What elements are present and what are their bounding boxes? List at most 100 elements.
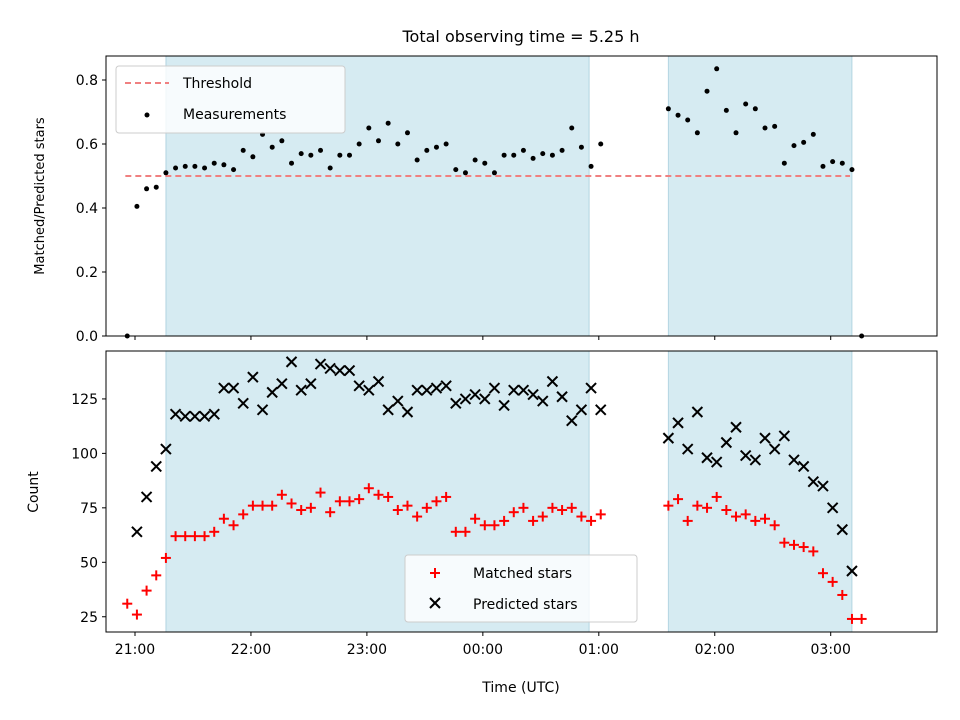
matched-star-point	[721, 505, 732, 516]
measurement-point	[685, 117, 691, 123]
matched-star-point	[837, 589, 848, 600]
matched-star-point	[296, 505, 307, 516]
measurement-point	[801, 139, 807, 145]
predicted-star-point	[768, 443, 781, 455]
matched-star-point	[711, 491, 722, 502]
predicted-star-point	[517, 384, 530, 396]
predicted-star-point	[450, 397, 462, 409]
matched-star-point	[334, 496, 345, 507]
y-tick-label: 0.4	[76, 201, 98, 217]
predicted-star-point	[353, 380, 365, 392]
measurement-point	[163, 170, 169, 176]
predicted-star-point	[237, 397, 249, 409]
predicted-star-point	[459, 393, 472, 405]
predicted-star-point	[701, 452, 713, 464]
top-legend-box	[115, 65, 346, 134]
predicted-star-point	[691, 406, 704, 418]
matched-star-point	[750, 515, 761, 526]
predicted-star-point	[305, 377, 317, 390]
predicted-star-point	[208, 408, 220, 420]
predicted-star-point	[778, 430, 791, 442]
predicted-star-point	[324, 362, 336, 375]
measurement-point	[472, 157, 478, 163]
predicted-star-point	[469, 388, 481, 401]
measurement-point	[491, 170, 497, 176]
predicted-star-point	[662, 432, 675, 444]
matched-star-point	[305, 502, 316, 513]
matched-star-point	[518, 502, 529, 513]
y-tick-label: 0.0	[76, 329, 98, 345]
measurement-point	[520, 147, 526, 153]
predicted-star-point	[247, 371, 259, 383]
predicted-star-point	[585, 382, 597, 394]
predicted-star-point	[710, 456, 723, 468]
measurement-point	[830, 159, 836, 165]
measurement-point	[327, 165, 333, 171]
matched-star-point	[325, 507, 336, 518]
predicted-star-point	[189, 410, 201, 423]
measurement-point	[298, 151, 304, 157]
matched-star-point	[682, 515, 693, 526]
measurement-point	[578, 144, 584, 150]
matched-star-point	[344, 496, 355, 507]
matched-star-point	[557, 505, 568, 516]
predicted-star-point	[826, 502, 839, 514]
predicted-star-point	[797, 460, 810, 473]
matched-star-point	[595, 509, 606, 520]
measurement-point	[762, 125, 768, 131]
y-tick-label: 125	[71, 392, 98, 408]
predicted-star-point	[421, 384, 433, 396]
y-tick-label: 0.8	[76, 73, 98, 89]
top-legend: Threshold Measurements	[115, 65, 346, 134]
x-tick-label: 01:00	[579, 642, 619, 658]
predicted-star-point	[807, 475, 820, 488]
measurement-point	[318, 147, 324, 153]
measurement-point	[781, 160, 787, 166]
predicted-star-point	[256, 404, 269, 416]
predicted-star-point	[266, 386, 278, 399]
predicted-star-point	[150, 460, 162, 473]
chart-title: Total observing time = 5.25 h	[401, 27, 639, 46]
predicted-star-point	[595, 404, 607, 416]
matched-star-point	[856, 613, 867, 624]
matched-star-point	[740, 509, 751, 520]
legend-predicted-label: Predicted stars	[473, 597, 578, 613]
matched-star-point	[267, 500, 278, 511]
count-points	[122, 356, 867, 624]
matched-star-point	[189, 531, 200, 542]
predicted-star-point	[672, 417, 684, 429]
matched-star-point	[528, 515, 539, 526]
predicted-star-point	[285, 356, 298, 368]
measurement-point	[375, 138, 381, 144]
matched-star-point	[450, 526, 461, 537]
measurement-point	[144, 186, 150, 192]
shaded-interval-2	[667, 350, 853, 633]
measurement-point	[772, 123, 778, 129]
predicted-star-point	[372, 375, 385, 388]
matched-star-point	[209, 526, 220, 537]
matched-star-point	[431, 496, 442, 507]
measurement-point	[250, 154, 256, 160]
legend-measurements-swatch	[144, 112, 150, 118]
bottom-x-ticks: 21:00 22:00 23:00 00:00 01:00 02:00 03:00	[115, 632, 851, 658]
measurement-point	[366, 125, 372, 131]
measurement-point	[752, 106, 758, 112]
measurement-point	[559, 147, 565, 153]
bottom-y-axis-label: Count	[26, 471, 42, 513]
predicted-star-point	[169, 408, 182, 420]
matched-star-point	[180, 531, 191, 542]
measurement-point	[511, 152, 517, 158]
measurement-point	[733, 130, 739, 136]
measurement-point	[211, 160, 217, 166]
predicted-star-point	[227, 382, 240, 394]
y-tick-label: 50	[80, 555, 98, 571]
measurement-points	[124, 66, 865, 339]
matched-star-point	[827, 576, 838, 587]
matched-star-point	[122, 598, 133, 609]
predicted-star-point	[566, 414, 578, 427]
matched-star-point	[586, 515, 597, 526]
matched-star-point	[692, 500, 703, 511]
predicted-star-point	[759, 432, 771, 444]
predicted-star-point	[131, 526, 143, 538]
matched-star-point	[673, 494, 684, 505]
